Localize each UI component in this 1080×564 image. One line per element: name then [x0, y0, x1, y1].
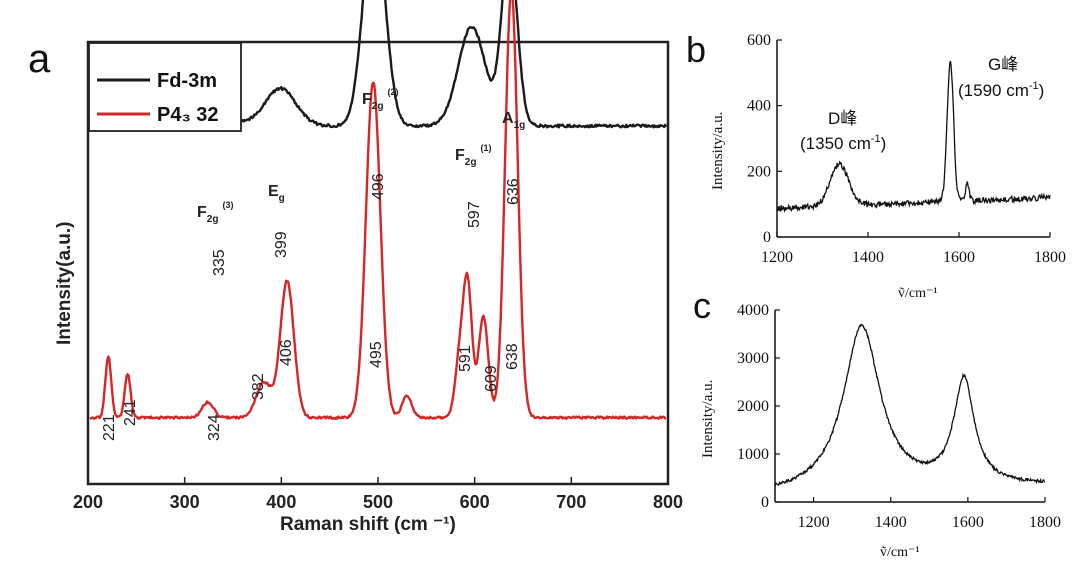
legend: Fd-3m P4₃ 32	[88, 42, 242, 132]
panel-c-x-tick-label: 1400	[875, 514, 907, 531]
mode-label-main: F	[362, 91, 372, 108]
g-peak-pos-text: (1590 cm	[958, 81, 1029, 100]
p4332-peak-label: 221	[101, 414, 118, 441]
legend-label-fd3m: Fd-3m	[157, 70, 217, 92]
panel-c-series	[774, 323, 1046, 487]
panel-b-y-tick-label: 200	[747, 163, 771, 180]
panel-a-x-ticks: 200 300 400 500 600 700 800	[73, 477, 683, 512]
panel-label-a: a	[28, 37, 51, 81]
panel-c-y-tick-label: 3000	[737, 350, 769, 367]
d-peak-pos-sup: -1	[871, 133, 881, 145]
d-peak-name: D峰	[828, 109, 857, 128]
panel-c-spectrum-line	[774, 323, 1046, 487]
panel-c-x-tick-label: 1200	[798, 514, 830, 531]
p4332-peak-label: 324	[206, 414, 223, 441]
panel-a-x-tick-label: 400	[266, 492, 296, 512]
p4332-peak-label: 406	[278, 339, 295, 366]
mode-label-main: A	[502, 110, 514, 127]
fd3m-peak-label: 399	[273, 231, 290, 258]
panel-c-y-tick-label: 1000	[737, 446, 769, 463]
panel-b-x-tick-label: 1400	[852, 249, 884, 266]
legend-box	[88, 42, 242, 132]
d-peak-pos-text: (1350 cm	[800, 134, 871, 153]
p4332-peak-label: 495	[368, 341, 385, 368]
panel-c-y-tick-label: 4000	[737, 302, 769, 319]
panel-c-x-tick-label: 1600	[952, 514, 984, 531]
mode-label-main: F	[197, 204, 207, 221]
p4332-peak-label: 591	[457, 345, 474, 372]
d-peak-position: (1350 cm-1)	[800, 133, 886, 153]
fd3m-peak-label: 636	[505, 178, 522, 205]
panel-b-y-axis-label: Intensity/a.u.	[710, 112, 726, 190]
g-peak-pos-sup: -1	[1029, 80, 1039, 92]
legend-label-p4332: P4₃ 32	[157, 104, 219, 126]
panel-b-spectrum-line	[776, 60, 1051, 213]
panel-a-x-tick-label: 800	[653, 492, 683, 512]
panel-label-c: c	[693, 285, 711, 326]
p4332-peak-label: 382	[250, 373, 267, 400]
panel-b-x-tick-label: 1600	[943, 249, 975, 266]
panel-a-x-tick-label: 200	[73, 492, 103, 512]
panel-a-x-tick-label: 300	[170, 492, 200, 512]
panel-b-y-tick-label: 400	[747, 98, 771, 115]
panel-a-x-tick-label: 600	[460, 492, 490, 512]
panel-a-x-axis-label: Raman shift (cm ⁻¹)	[280, 514, 456, 535]
panel-b-y-tick-label: 600	[747, 32, 771, 49]
panel-b-series	[776, 60, 1051, 213]
panel-b-x-tick-label: 1200	[761, 249, 793, 266]
mode-label-sub: 1g	[514, 120, 526, 131]
mode-label-sup: (3)	[222, 200, 233, 210]
fd3m-peak-label: 335	[211, 249, 228, 276]
mode-label-sub: 2g	[465, 157, 477, 168]
mode-label: F2g(1)	[455, 143, 491, 168]
panel-c-x-axis-label: ṽ/cm⁻¹	[880, 545, 920, 560]
mode-label: F2g(3)	[197, 200, 233, 225]
panel-a-y-axis-label: Intensity(a.u.)	[54, 221, 75, 345]
mode-label-sub: 2g	[372, 101, 384, 112]
d-peak-pos-close: )	[881, 134, 887, 153]
panel-b-x-axis-label: ṽ/cm⁻¹	[898, 286, 938, 301]
panel-b-y-tick-label: 0	[763, 229, 771, 246]
fd3m-peak-label: 597	[466, 201, 483, 228]
g-peak-pos-close: )	[1039, 81, 1045, 100]
fd3m-peak-label: 496	[370, 173, 387, 200]
panel-b: b 1200 1400 1600 1800 0 200 400 600 D峰 (1350 cm…	[686, 29, 1066, 301]
g-peak-name: G峰	[988, 55, 1018, 74]
mode-label: Eg	[268, 183, 285, 204]
mode-label: F2g(2)	[362, 87, 398, 112]
mode-label-main: F	[455, 147, 465, 164]
g-peak-position: (1590 cm-1)	[958, 80, 1044, 100]
mode-label-sup: (2)	[387, 87, 398, 97]
p4332-peak-label: 638	[504, 343, 521, 370]
panel-c: c 1200 1400 1600 1800 0 1000 2000 3000 4000 ṽ/cm…	[693, 285, 1061, 560]
panel-c-x-tick-label: 1800	[1029, 514, 1061, 531]
panel-b-ticks: 1200 1400 1600 1800 0 200 400 600	[747, 32, 1066, 266]
mode-label-sub: g	[279, 193, 285, 204]
p4332-peak-label: 241	[122, 399, 139, 426]
panel-c-y-tick-label: 0	[761, 494, 769, 511]
mode-label-sub: 2g	[207, 214, 219, 225]
mode-label-main: E	[268, 183, 279, 200]
mode-label-sup: (1)	[480, 143, 491, 153]
p4332-peak-label: 609	[483, 365, 500, 392]
panel-b-x-tick-label: 1800	[1034, 249, 1066, 266]
panel-a-x-tick-label: 700	[556, 492, 586, 512]
mode-label: A1g	[502, 110, 525, 131]
panel-a: a 200 300 400 500 600 700 800 335 399 496 597 636 2…	[28, 0, 683, 535]
panel-c-ticks: 1200 1400 1600 1800 0 1000 2000 3000 4000	[737, 302, 1061, 531]
panel-c-y-axis-label: Intensity/a.u.	[700, 380, 716, 458]
panel-label-b: b	[686, 29, 706, 70]
panel-c-y-tick-label: 2000	[737, 398, 769, 415]
series-p4332-line	[89, 0, 667, 420]
panel-a-x-tick-label: 500	[363, 492, 393, 512]
